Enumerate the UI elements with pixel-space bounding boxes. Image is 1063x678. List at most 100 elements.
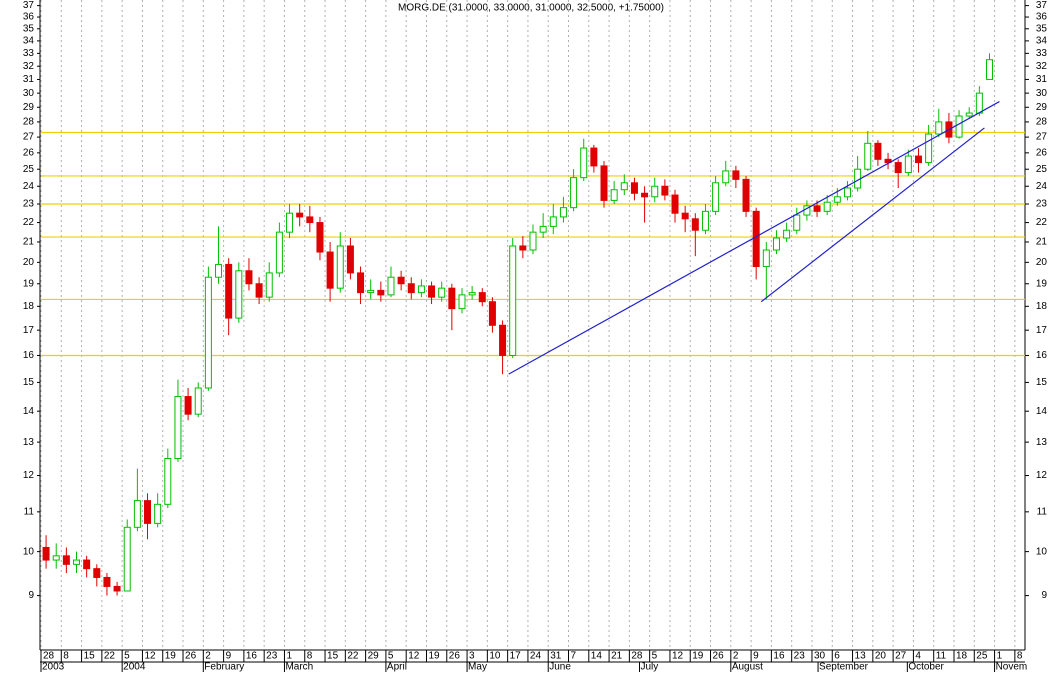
x-tick-label: 12 xyxy=(144,651,156,662)
candle-body xyxy=(833,196,841,203)
candle-body xyxy=(42,546,50,561)
month-label: August xyxy=(732,662,763,673)
candle-body xyxy=(113,585,121,592)
candle-body xyxy=(93,568,101,578)
candle-body xyxy=(448,287,456,310)
candle-body xyxy=(62,555,70,565)
candle-body xyxy=(914,155,922,164)
y-tick-label: 14 xyxy=(1036,406,1048,417)
candle-body xyxy=(154,503,162,524)
month-label: Novem xyxy=(996,662,1028,673)
candle-body xyxy=(164,457,172,505)
candle-body xyxy=(509,245,517,356)
x-tick-label: 22 xyxy=(347,651,359,662)
x-tick-label: 29 xyxy=(368,651,380,662)
x-tick-label: 4 xyxy=(915,651,921,662)
y-tick-label: 22 xyxy=(23,217,35,228)
trend-line xyxy=(508,101,1000,375)
candle-body xyxy=(286,212,294,233)
x-tick-label: 28 xyxy=(43,651,55,662)
x-tick-label: 15 xyxy=(327,651,339,662)
y-tick-label: 11 xyxy=(24,506,35,517)
candle-body xyxy=(407,283,415,294)
x-tick-label: 5 xyxy=(388,651,394,662)
y-tick-label: 30 xyxy=(23,88,35,99)
candle-body xyxy=(397,276,405,285)
x-tick-label: 23 xyxy=(794,651,806,662)
trend-line xyxy=(760,127,985,303)
candle-body xyxy=(813,205,821,212)
candle-body xyxy=(935,121,943,135)
candle-body xyxy=(904,155,912,174)
x-tick-label: 28 xyxy=(631,651,643,662)
x-tick-label: 26 xyxy=(185,651,197,662)
x-tick-label: 25 xyxy=(976,651,988,662)
y-tick-label: 23 xyxy=(23,199,35,210)
y-tick-label: 20 xyxy=(1036,257,1048,268)
candle-body xyxy=(955,115,963,138)
y-tick-label: 16 xyxy=(23,350,35,361)
x-tick-label: 26 xyxy=(713,651,725,662)
x-tick-label: 8 xyxy=(1017,651,1023,662)
y-tick-label: 10 xyxy=(23,546,35,557)
candle-body xyxy=(245,270,253,285)
candle-body xyxy=(752,210,760,268)
candle-body xyxy=(529,231,537,251)
x-tick-label: 19 xyxy=(165,651,177,662)
candle-body xyxy=(215,263,223,278)
candle-body xyxy=(641,192,649,198)
month-label: 2004 xyxy=(123,662,146,673)
candle-body xyxy=(630,182,638,194)
candle-body xyxy=(864,142,872,170)
x-tick-label: 24 xyxy=(530,651,542,662)
x-tick-label: 17 xyxy=(510,651,522,662)
candle-body xyxy=(985,59,993,80)
y-tick-label: 19 xyxy=(1036,278,1048,289)
x-tick-label: 1 xyxy=(286,651,292,662)
y-tick-label: 16 xyxy=(1036,350,1048,361)
candle-body xyxy=(194,387,202,415)
candle-body xyxy=(316,222,324,253)
candle-body xyxy=(478,292,486,303)
month-label: March xyxy=(285,662,313,673)
candle-body xyxy=(367,289,375,294)
y-tick-label: 27 xyxy=(23,132,35,143)
x-tick-label: 5 xyxy=(652,651,658,662)
x-tick-label: 16 xyxy=(773,651,785,662)
y-tick-label: 18 xyxy=(1036,301,1048,312)
y-tick-label: 37 xyxy=(1036,0,1048,11)
month-label: June xyxy=(549,662,571,673)
x-tick-label: 12 xyxy=(672,651,684,662)
month-label: April xyxy=(387,662,407,673)
candle-body xyxy=(610,189,618,201)
candle-body xyxy=(52,555,60,561)
candle-body xyxy=(174,396,182,459)
y-tick-label: 29 xyxy=(1036,102,1048,113)
y-tick-label: 33 xyxy=(1036,48,1048,59)
y-tick-label: 10 xyxy=(1036,546,1048,557)
candle-body xyxy=(275,231,283,274)
candle-body xyxy=(144,500,152,524)
x-tick-label: 9 xyxy=(226,651,232,662)
candle-body xyxy=(590,147,598,167)
y-tick-label: 30 xyxy=(1036,88,1048,99)
candle-body xyxy=(133,500,141,528)
y-tick-label: 21 xyxy=(23,237,35,248)
candle-body xyxy=(559,207,567,218)
x-tick-label: 8 xyxy=(307,651,313,662)
candle-body xyxy=(671,194,679,214)
candle-body xyxy=(499,324,507,356)
x-tick-label: 6 xyxy=(834,651,840,662)
y-tick-label: 28 xyxy=(1036,117,1048,128)
x-tick-label: 15 xyxy=(84,651,96,662)
y-tick-label: 37 xyxy=(23,0,35,11)
candle-body xyxy=(549,216,557,227)
x-tick-label: 18 xyxy=(956,651,968,662)
y-tick-label: 36 xyxy=(23,12,35,23)
y-tick-label: 24 xyxy=(1036,181,1048,192)
y-tick-label: 11 xyxy=(1037,506,1048,517)
candle-body xyxy=(570,177,578,209)
candle-body xyxy=(661,185,669,196)
y-tick-label: 35 xyxy=(23,23,35,34)
y-tick-label: 19 xyxy=(23,278,35,289)
